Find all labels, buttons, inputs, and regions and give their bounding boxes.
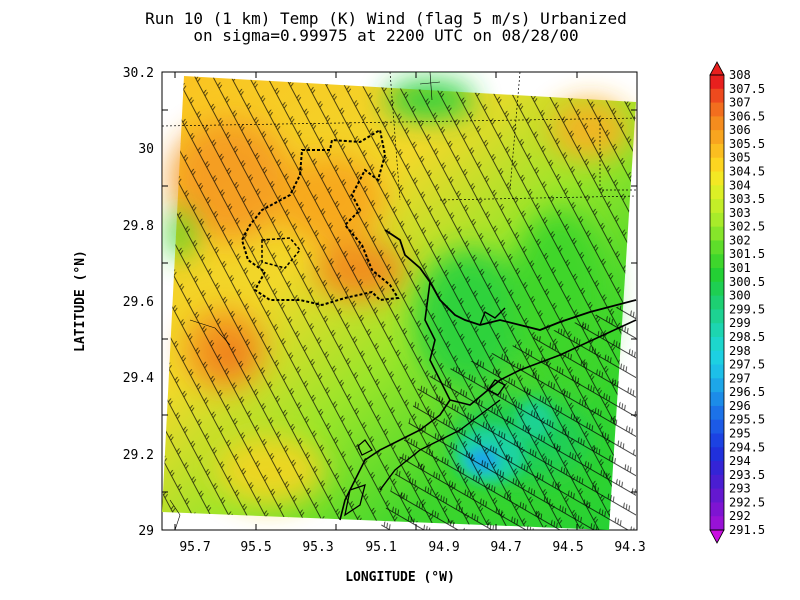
colorbar-label: 294 — [729, 454, 751, 468]
y-tick-label: 29 — [138, 524, 154, 539]
colorbar-label: 306 — [729, 123, 751, 137]
colorbar-swatch — [710, 240, 724, 255]
colorbar-label: 308 — [729, 68, 751, 82]
colorbar-label: 301 — [729, 261, 751, 275]
colorbar-label: 302.5 — [729, 220, 765, 234]
colorbar-label: 299.5 — [729, 302, 765, 316]
colorbar-min-arrow — [709, 529, 725, 544]
colorbar-swatch — [710, 185, 724, 200]
title-line-2: on sigma=0.99975 at 2200 UTC on 08/28/00 — [193, 26, 579, 45]
colorbar-label: 295 — [729, 426, 751, 440]
x-tick-label: 94.9 — [428, 540, 459, 555]
colorbar-swatch — [710, 488, 724, 503]
colorbar-swatch — [710, 212, 724, 228]
colorbar-swatch — [710, 199, 724, 214]
colorbar-label: 293 — [729, 482, 751, 496]
colorbar-swatch — [710, 323, 724, 338]
x-tick-label: 94.7 — [490, 540, 521, 555]
x-axis-label: LONGITUDE (°W) — [345, 570, 455, 585]
colorbar-swatch — [710, 309, 724, 324]
x-tick-label: 94.5 — [552, 540, 583, 555]
colorbar-swatch — [710, 516, 724, 531]
colorbar-label: 293.5 — [729, 468, 765, 482]
colorbar-label: 307 — [729, 96, 751, 110]
colorbar-swatch — [710, 75, 724, 90]
colorbar-swatch — [710, 268, 724, 283]
colorbar-swatch — [710, 143, 724, 159]
colorbar-label: 297.5 — [729, 358, 765, 372]
axis-ticks — [162, 72, 637, 530]
y-tick-label: 29.4 — [123, 371, 154, 386]
colorbar-label: 292.5 — [729, 495, 765, 509]
colorbar-swatch — [710, 350, 724, 366]
x-tick-label: 95.3 — [302, 540, 333, 555]
colorbar-label: 304 — [729, 178, 751, 192]
colorbar-label: 304.5 — [729, 165, 765, 179]
colorbar-swatch — [710, 295, 724, 310]
colorbar-label: 302 — [729, 233, 751, 247]
y-tick-label: 30.2 — [123, 66, 154, 81]
colorbar-label: 300 — [729, 289, 751, 303]
colorbar-label: 306.5 — [729, 109, 765, 123]
colorbar-swatch — [710, 88, 724, 104]
y-tick-label: 29.8 — [123, 219, 154, 234]
colorbar-label: 307.5 — [729, 82, 765, 96]
colorbar-swatch — [710, 157, 724, 173]
colorbar-swatch — [710, 336, 724, 352]
colorbar-label: 300.5 — [729, 275, 765, 289]
colorbar-swatch — [710, 254, 724, 269]
colorbar: 308307.5307306.5306305.5305304.5304303.5… — [709, 61, 765, 544]
colorbar-label: 296 — [729, 399, 751, 413]
colorbar-swatch — [710, 461, 724, 476]
colorbar-swatch — [710, 102, 724, 117]
y-tick-label: 29.2 — [123, 448, 154, 463]
colorbar-label: 301.5 — [729, 247, 765, 261]
temperature-field — [162, 72, 637, 530]
colorbar-label: 291.5 — [729, 523, 765, 537]
colorbar-swatch — [710, 474, 724, 490]
colorbar-swatch — [710, 447, 724, 462]
colorbar-swatch — [710, 433, 724, 448]
colorbar-swatch — [710, 419, 724, 434]
colorbar-label: 297 — [729, 371, 751, 385]
colorbar-swatch — [710, 281, 724, 297]
colorbar-label: 299 — [729, 316, 751, 330]
colorbar-swatch — [710, 171, 724, 186]
x-tick-label: 95.1 — [365, 540, 396, 555]
colorbar-label: 298.5 — [729, 330, 765, 344]
colorbar-swatch — [710, 116, 724, 131]
x-tick-label: 95.5 — [240, 540, 271, 555]
colorbar-swatch — [710, 405, 724, 421]
x-tick-label: 95.7 — [179, 540, 210, 555]
colorbar-label: 305 — [729, 151, 751, 165]
colorbar-label: 303 — [729, 206, 751, 220]
colorbar-label: 298 — [729, 344, 751, 358]
colorbar-swatch — [710, 392, 724, 407]
colorbar-swatch — [710, 502, 724, 517]
y-tick-label: 30 — [138, 142, 154, 157]
y-tick-label: 29.6 — [123, 295, 154, 310]
colorbar-swatch — [710, 130, 724, 145]
title-line-1: Run 10 (1 km) Temp (K) Wind (flag 5 m/s)… — [145, 9, 627, 28]
colorbar-label: 295.5 — [729, 413, 765, 427]
colorbar-label: 294.5 — [729, 440, 765, 454]
coastline — [384, 229, 637, 331]
colorbar-max-arrow — [709, 61, 725, 76]
colorbar-swatch — [710, 226, 724, 241]
colorbar-label: 296.5 — [729, 385, 765, 399]
colorbar-label: 303.5 — [729, 192, 765, 206]
urban-boundary — [240, 128, 400, 307]
colorbar-swatch — [710, 364, 724, 379]
colorbar-label: 292 — [729, 509, 751, 523]
x-tick-label: 94.3 — [614, 540, 645, 555]
colorbar-swatch — [710, 378, 724, 393]
colorbar-label: 305.5 — [729, 137, 765, 151]
y-axis-label: LATITUDE (°N) — [73, 250, 88, 352]
